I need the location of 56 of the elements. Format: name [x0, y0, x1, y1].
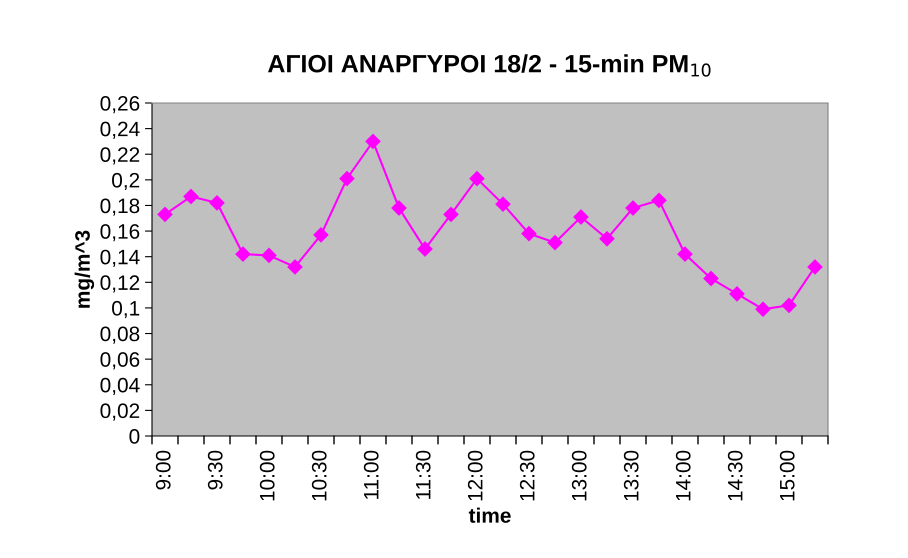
- y-tick-label: 0,1: [112, 300, 140, 318]
- x-tick-label: 11:30: [416, 450, 431, 499]
- point: [703, 270, 719, 286]
- y-tick-label: 0,12: [100, 275, 140, 293]
- point: [183, 188, 199, 204]
- point: [391, 200, 407, 216]
- x-axis-title: time: [468, 508, 511, 523]
- y-tick-label: 0,14: [100, 250, 140, 267]
- x-tick-label: 9:00: [156, 450, 171, 490]
- x-tick-label: 14:00: [676, 450, 691, 500]
- point: [573, 209, 589, 225]
- point: [261, 248, 277, 263]
- x-tick-label: 9:30: [208, 450, 223, 490]
- point: [339, 170, 355, 186]
- point: [209, 195, 225, 210]
- x-tick-label: 11:00: [364, 450, 379, 499]
- point: [599, 231, 615, 246]
- point: [365, 134, 381, 149]
- point: [417, 241, 433, 257]
- x-tick-label: 13:30: [624, 450, 639, 500]
- point: [781, 298, 797, 313]
- y-tick-label: 0,16: [100, 224, 140, 242]
- point: [495, 196, 511, 212]
- y-tick-label: 0,18: [100, 198, 140, 216]
- y-tick-label: 0,24: [100, 122, 140, 139]
- point: [755, 302, 771, 317]
- y-tick-label: 0: [129, 429, 140, 444]
- point: [651, 192, 667, 208]
- x-tick-label: 10:30: [312, 450, 327, 500]
- point: [313, 227, 329, 242]
- point: [547, 235, 563, 250]
- y-axis-title: mg/m^3: [74, 230, 94, 308]
- y-tick-label: 0,08: [100, 326, 140, 344]
- point: [807, 259, 823, 275]
- y-tick-label: 0,02: [100, 403, 140, 421]
- point: [729, 286, 745, 302]
- point: [677, 246, 693, 262]
- point: [443, 206, 459, 222]
- y-tick-label: 0,26: [100, 96, 140, 114]
- x-tick-label: 14:30: [728, 450, 743, 500]
- y-tick-label: 0,04: [100, 378, 140, 395]
- x-tick-label: 10:00: [260, 450, 275, 500]
- chart-title: ΑΓΙΟΙ ΑΝΑΡΓΥΡΟΙ 18/2 - 15-min PM$_{10}$: [268, 54, 711, 77]
- point: [157, 206, 173, 222]
- point: [521, 226, 537, 242]
- x-tick-label: 12:00: [468, 450, 483, 500]
- y-tick-label: 0,22: [100, 147, 140, 164]
- point: [235, 246, 251, 262]
- point: [287, 259, 303, 275]
- y-tick-label: 0,2: [112, 172, 140, 190]
- y-tick-label: 0,06: [100, 352, 140, 370]
- point: [625, 200, 641, 216]
- x-tick-label: 12:30: [520, 450, 535, 500]
- x-tick-label: 15:00: [780, 450, 795, 500]
- x-tick-label: 13:00: [572, 450, 587, 500]
- point: [469, 170, 485, 186]
